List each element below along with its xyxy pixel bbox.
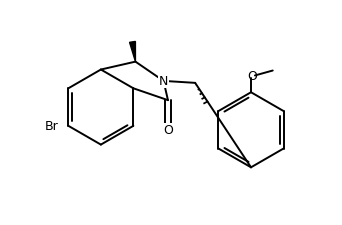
Text: N: N: [159, 75, 168, 88]
Text: O: O: [247, 70, 257, 83]
Text: O: O: [163, 124, 173, 137]
Text: Br: Br: [45, 120, 58, 133]
Polygon shape: [130, 42, 135, 62]
